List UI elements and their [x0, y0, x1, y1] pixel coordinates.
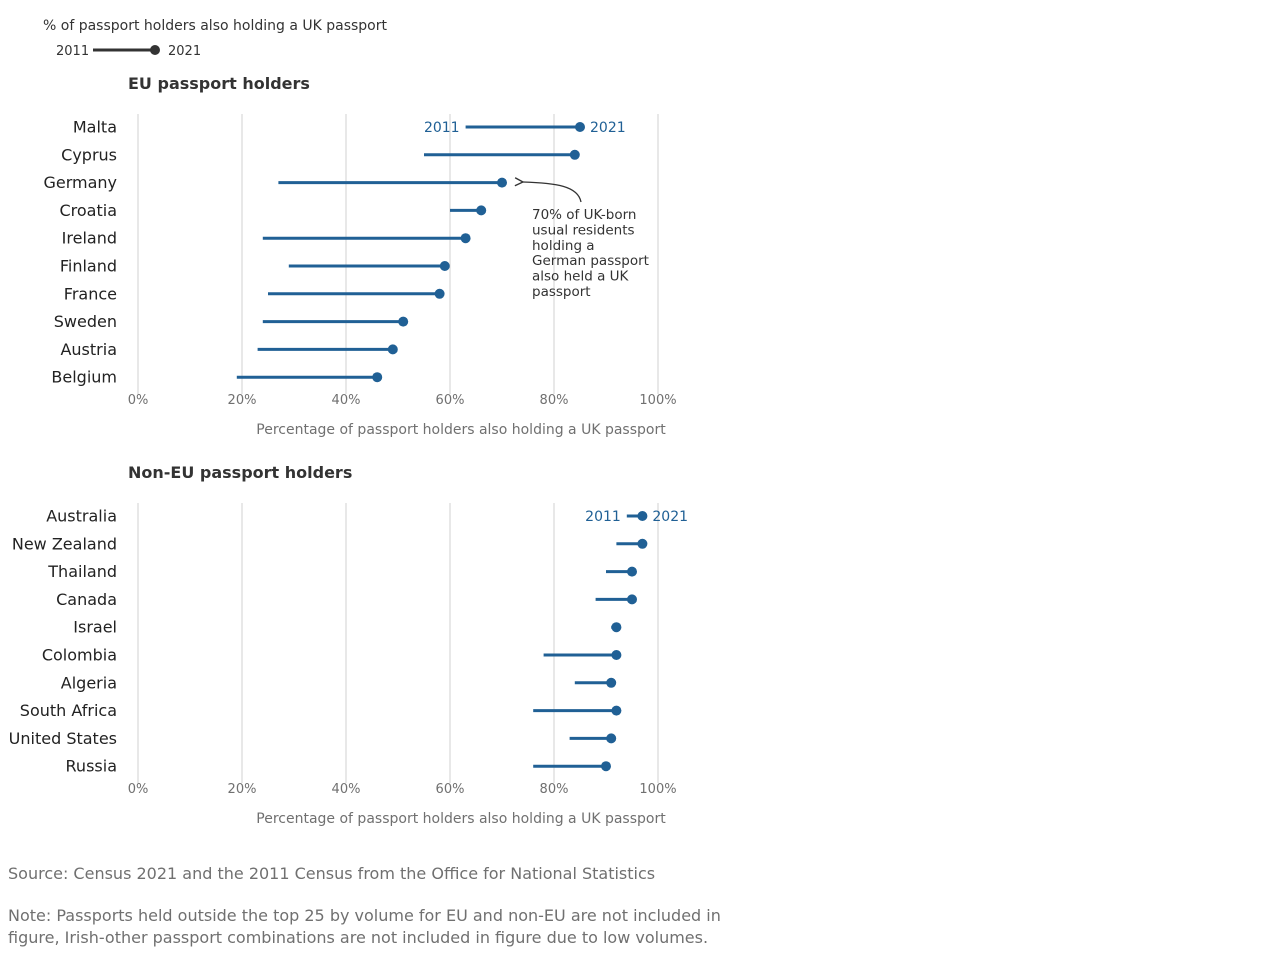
legend-title: % of passport holders also holding a UK … [43, 18, 387, 34]
panel-title: EU passport holders [128, 74, 310, 93]
series-label-2011: 2011 [424, 120, 460, 136]
germany-annotation: 70% of UK-born usual residents holding a… [523, 182, 653, 300]
annotation-line: usual residents [532, 222, 635, 238]
series-label-2021: 2021 [652, 509, 688, 525]
annotation-text: 70% of UK-born usual residents holding a… [532, 207, 653, 300]
annotation-line: holding a [532, 238, 595, 254]
series-label-2011: 2011 [585, 509, 621, 525]
series-label-2021: 2021 [590, 120, 626, 136]
country-label: Germany [43, 173, 117, 192]
dumbbell-dot-2021 [611, 705, 622, 716]
x-axis-label: Percentage of passport holders also hold… [256, 422, 666, 438]
dumbbell-dot-2021 [439, 261, 450, 271]
country-label: South Africa [20, 701, 117, 720]
dumbbell-dot-2021 [575, 122, 585, 132]
dumbbell-marks: 2011 2021 [236, 120, 626, 383]
x-axis-ticks: 0% 20% 40% 60% 80% 100% [128, 393, 677, 408]
note-text: Note: Passports held outside the top 25 … [8, 906, 726, 947]
annotation-line: German passport [532, 253, 649, 269]
eu-panel: EU passport holders 0% 20% 40% 60% 80% 100% 2… [43, 74, 676, 438]
footer: Source: Census 2021 and the 2011 Census … [8, 864, 726, 947]
dumbbell-dot-2021 [601, 761, 611, 772]
dumbbell-dot-2021 [627, 566, 637, 577]
x-tick-label: 60% [436, 782, 465, 797]
dumbbell-dot-2021 [398, 316, 409, 327]
source-text: Source: Census 2021 and the 2011 Census … [8, 864, 655, 883]
legend-start-label: 2011 [56, 44, 89, 59]
dumbbell-dot-2021 [460, 233, 471, 244]
country-label: Israel [73, 618, 117, 637]
x-tick-label: 20% [228, 782, 257, 797]
x-tick-label: 100% [639, 782, 676, 797]
country-label: Colombia [42, 646, 117, 665]
dumbbell-dot-2021 [606, 677, 617, 688]
annotation-arrow [523, 182, 582, 203]
grid-lines [137, 503, 659, 783]
dumbbell-dot-2021 [497, 177, 507, 188]
dumbbell-dot-2021 [637, 538, 648, 549]
country-label: Algeria [61, 673, 117, 692]
country-label: Thailand [47, 562, 117, 581]
x-tick-label: 40% [332, 782, 361, 797]
country-label: Austria [60, 340, 117, 359]
dumbbell-dot-2021 [606, 733, 617, 744]
dumbbell-dot-2021 [434, 288, 445, 299]
dumbbell-dot-2021 [372, 372, 383, 383]
x-axis-ticks: 0% 20% 40% 60% 80% 100% [128, 782, 677, 797]
country-label: Australia [46, 507, 117, 526]
country-labels: Australia New Zealand Thailand Canada Israel… [9, 507, 117, 776]
country-label: New Zealand [12, 534, 117, 553]
country-label: France [64, 284, 117, 303]
note-line: Note: Passports held outside the top 25 … [8, 906, 721, 925]
dumbbell-dot-2021 [637, 511, 648, 521]
dumbbell-dot-2021 [569, 149, 580, 160]
dumbbell-dot-2021 [387, 344, 398, 355]
annotation-line: passport [532, 284, 591, 300]
dumbbell-dot-2021 [611, 650, 622, 660]
annotation-line: also held a UK [532, 269, 630, 285]
dumbbell-marks: 2011 2021 [533, 509, 688, 772]
dumbbell-dot-2021 [611, 622, 622, 633]
country-label: Finland [60, 257, 117, 276]
legend-end-dot [150, 45, 160, 55]
legend: % of passport holders also holding a UK … [43, 18, 387, 59]
x-tick-label: 60% [436, 393, 465, 408]
country-labels: Malta Cyprus Germany Croatia Ireland Finland F… [43, 118, 117, 387]
annotation-line: 70% of UK-born [532, 207, 637, 223]
x-tick-label: 80% [540, 393, 569, 408]
country-label: Sweden [54, 312, 117, 331]
dumbbell-dot-2021 [476, 205, 487, 216]
legend-end-label: 2021 [168, 44, 201, 59]
country-label: Ireland [62, 229, 117, 248]
country-label: Russia [66, 757, 117, 776]
dumbbell-dot-2021 [627, 594, 637, 605]
x-tick-label: 40% [332, 393, 361, 408]
country-label: United States [9, 729, 117, 748]
x-tick-label: 80% [540, 782, 569, 797]
country-label: Canada [56, 590, 117, 609]
panel-title: Non-EU passport holders [128, 463, 352, 482]
x-tick-label: 0% [128, 393, 149, 408]
x-tick-label: 20% [228, 393, 257, 408]
country-label: Cyprus [61, 145, 117, 164]
grid-lines [137, 114, 659, 394]
country-label: Malta [73, 118, 117, 137]
x-axis-label: Percentage of passport holders also hold… [256, 811, 666, 827]
country-label: Croatia [59, 201, 117, 220]
country-label: Belgium [51, 368, 117, 387]
x-tick-label: 0% [128, 782, 149, 797]
note-line: figure, Irish-other passport combination… [8, 928, 708, 947]
non-eu-panel: Non-EU passport holders 0% 20% 40% 60% 80% 10… [9, 463, 688, 827]
x-tick-label: 100% [639, 393, 676, 408]
